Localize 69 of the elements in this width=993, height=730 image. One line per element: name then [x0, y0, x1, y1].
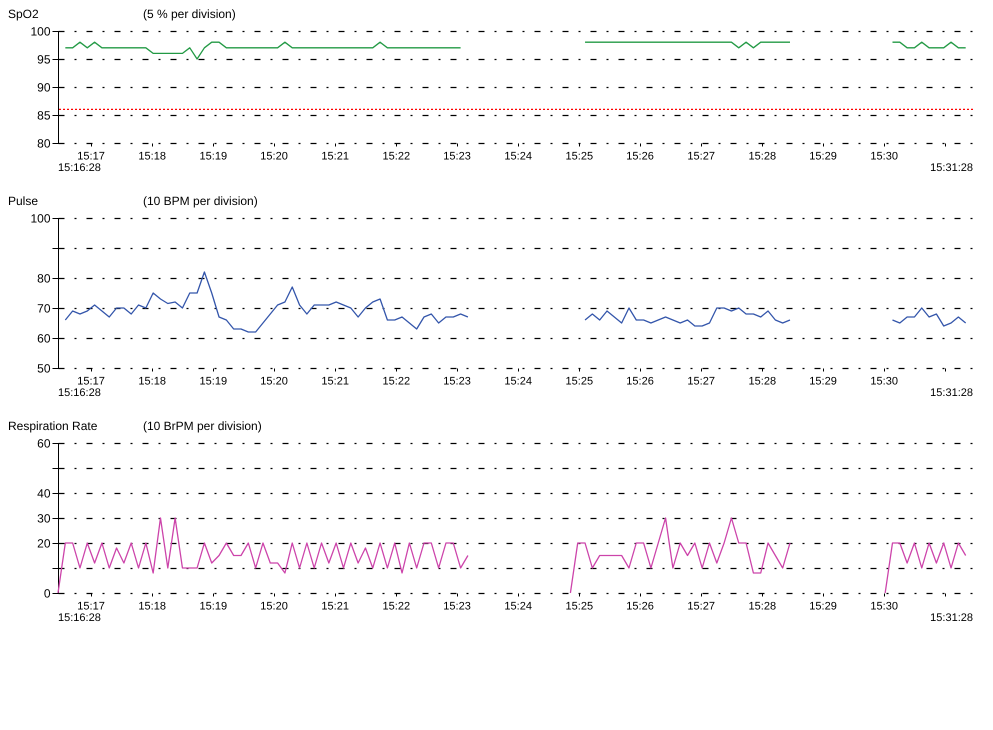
y-tick-label: 80: [37, 272, 51, 286]
x-tick-label: 15:30: [870, 150, 898, 162]
y-tick-label: 90: [37, 80, 51, 94]
x-tick-label: 15:21: [321, 376, 349, 388]
x-tick-label: 15:18: [138, 376, 166, 388]
x-tick-label: 15:19: [200, 376, 228, 388]
x-tick-label: 15:21: [321, 600, 349, 612]
x-tick-label: 15:22: [382, 150, 410, 162]
x-tick-label: 15:24: [504, 376, 532, 388]
x-tick-label: 15:26: [626, 150, 654, 162]
x-tick-label: 15:18: [138, 600, 166, 612]
x-tick-label: 15:28: [748, 376, 776, 388]
x-tick-label: 15:28: [748, 600, 776, 612]
x-tick-label: 15:18: [138, 150, 166, 162]
x-tick-label: 15:23: [443, 150, 471, 162]
text: 15:31:28: [930, 387, 973, 399]
x-tick-label: 15:21: [321, 150, 349, 162]
x-tick-label: 15:24: [504, 150, 532, 162]
y-tick-label: 85: [37, 108, 51, 122]
text: 15:16:28: [58, 612, 101, 624]
y-tick-label: 40: [37, 486, 51, 500]
y-tick-label: 100: [30, 212, 51, 226]
y-tick-label: 60: [37, 332, 51, 346]
x-tick-label: 15:28: [748, 150, 776, 162]
x-tick-label: 15:20: [260, 150, 288, 162]
y-tick-label: 20: [37, 536, 51, 550]
text: 15:16:28: [58, 387, 101, 399]
y-tick-label: 95: [37, 52, 51, 66]
text: (10 BrPM per division): [143, 419, 262, 433]
x-tick-label: 15:27: [687, 600, 715, 612]
x-tick-label: 15:17: [77, 150, 105, 162]
x-tick-label: 15:25: [566, 150, 594, 162]
x-tick-label: 15:30: [870, 600, 898, 612]
x-tick-label: 15:27: [687, 376, 715, 388]
x-tick-label: 15:23: [443, 600, 471, 612]
chart-title: Pulse: [8, 194, 38, 208]
x-tick-label: 15:29: [809, 376, 837, 388]
x-tick-label: 15:20: [260, 376, 288, 388]
x-tick-label: 15:25: [566, 600, 594, 612]
y-tick-label: 60: [37, 436, 51, 450]
x-tick-label: 15:19: [200, 600, 228, 612]
x-tick-label: 15:26: [626, 600, 654, 612]
text: 15:31:28: [930, 162, 973, 174]
x-tick-label: 15:22: [382, 376, 410, 388]
y-tick-label: 50: [37, 362, 51, 376]
y-tick-label: 100: [30, 24, 51, 38]
y-tick-label: 0: [44, 586, 51, 600]
text: (10 BPM per division): [143, 194, 258, 208]
x-tick-label: 15:17: [77, 600, 105, 612]
text: (5 % per division): [143, 7, 236, 21]
x-tick-label: 15:24: [504, 600, 532, 612]
y-tick-label: 70: [37, 302, 51, 316]
x-tick-label: 15:30: [870, 376, 898, 388]
x-tick-label: 15:27: [687, 150, 715, 162]
x-tick-label: 15:29: [809, 150, 837, 162]
x-tick-label: 15:17: [77, 376, 105, 388]
x-tick-label: 15:23: [443, 376, 471, 388]
x-tick-label: 15:20: [260, 600, 288, 612]
text: 15:16:28: [58, 162, 101, 174]
x-tick-label: 15:29: [809, 600, 837, 612]
chart-title: SpO2: [8, 7, 40, 21]
x-tick-label: 15:19: [200, 150, 228, 162]
x-tick-label: 15:22: [382, 600, 410, 612]
x-tick-label: 15:26: [626, 376, 654, 388]
x-tick-label: 15:25: [566, 376, 594, 388]
y-tick-label: 80: [37, 136, 51, 150]
y-tick-label: 30: [37, 512, 51, 526]
chart-title: Respiration Rate: [8, 419, 98, 433]
text: 15:31:28: [930, 612, 973, 624]
